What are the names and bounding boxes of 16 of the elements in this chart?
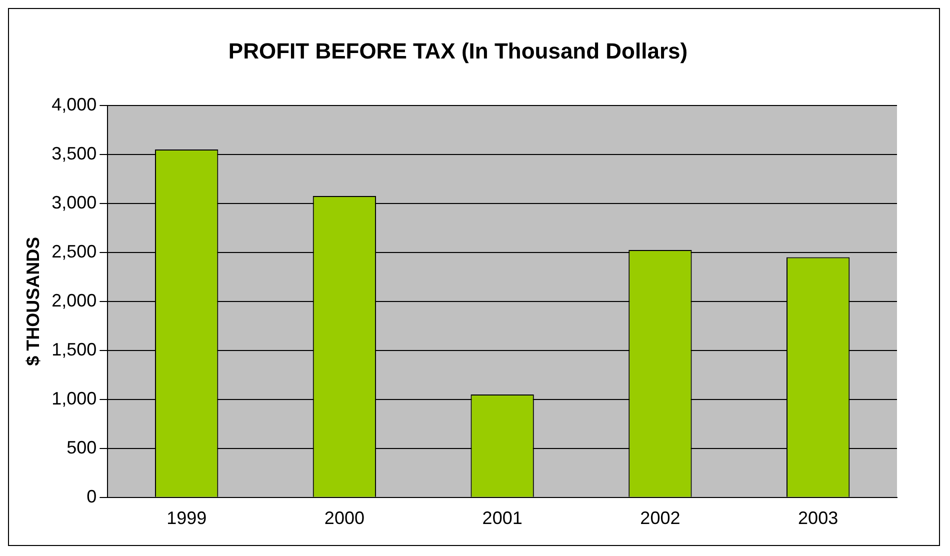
x-tick-label: 1999 <box>166 508 207 528</box>
x-tick-label: 2000 <box>324 508 364 528</box>
y-tick-label: 0 <box>86 486 97 506</box>
x-tick-label: 2003 <box>798 508 838 528</box>
y-tick-label: 1,000 <box>52 388 97 408</box>
x-tick-label: 2002 <box>640 508 680 528</box>
y-tick-label: 1,500 <box>52 339 97 360</box>
chart-title: PROFIT BEFORE TAX (In Thousand Dollars) <box>228 38 688 64</box>
y-tick-label: 3,000 <box>52 192 97 212</box>
y-axis-title: $ THOUSANDS <box>22 236 43 366</box>
y-tick-label: 4,000 <box>52 94 97 114</box>
y-tick-label: 2,500 <box>52 241 97 262</box>
y-tick-label: 2,000 <box>52 290 97 310</box>
y-tick-label: 500 <box>66 437 97 458</box>
x-tick-label: 2001 <box>482 508 522 528</box>
y-tick-label: 3,500 <box>52 143 97 164</box>
